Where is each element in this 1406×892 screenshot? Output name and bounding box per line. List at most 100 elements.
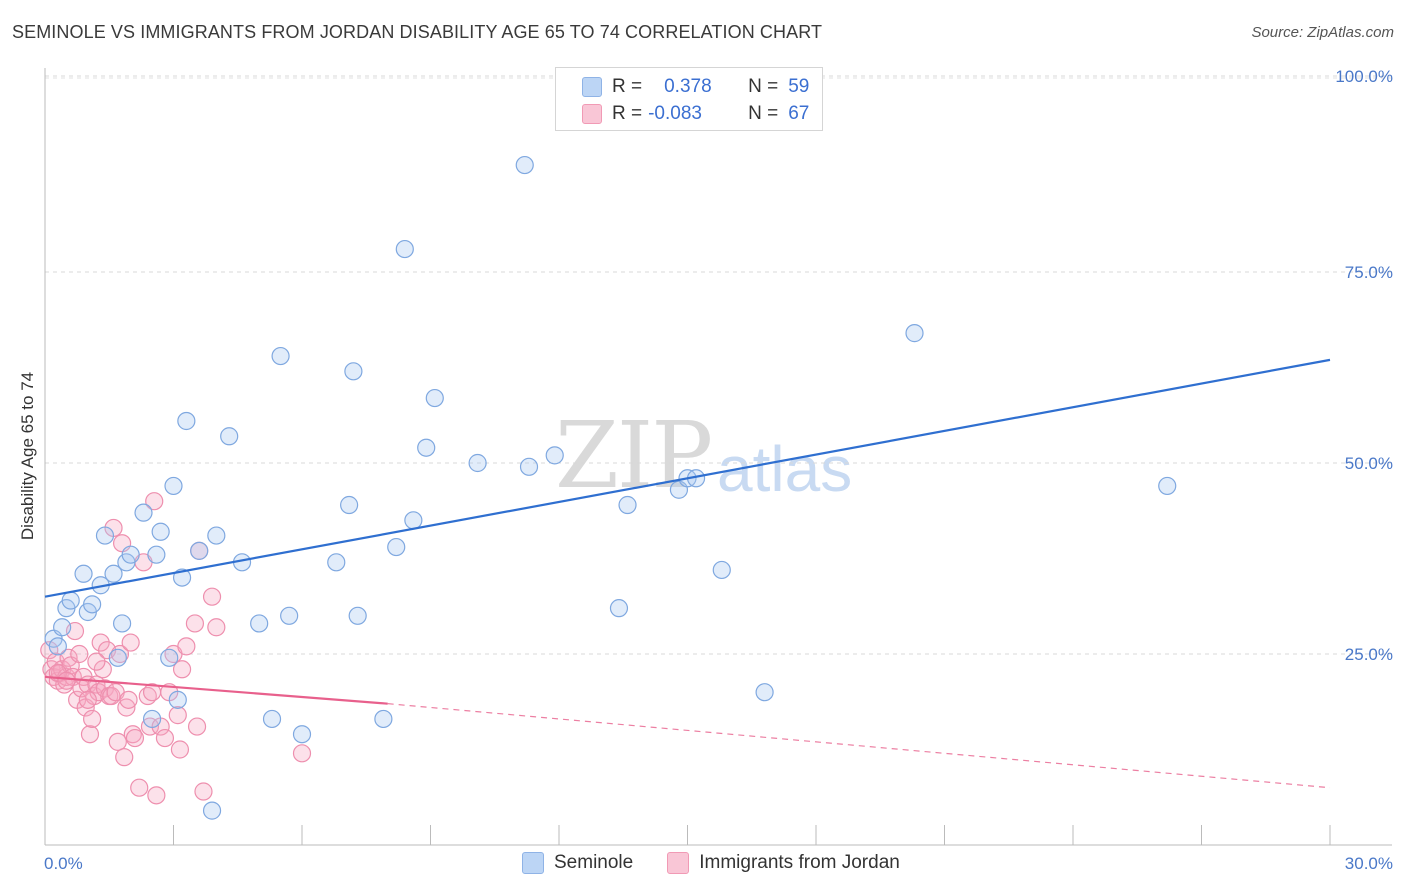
data-point-seminole xyxy=(177,411,196,431)
legend-n-label-seminole: N = xyxy=(748,76,779,97)
axes xyxy=(44,68,1392,846)
legend-row-seminole: R = 0.378 N = 59 xyxy=(582,76,809,98)
data-point-seminole xyxy=(202,801,222,820)
data-point-seminole xyxy=(147,545,166,564)
data-point-seminole xyxy=(340,495,359,515)
data-point-seminole xyxy=(387,537,406,557)
legend-r-value-seminole: 0.378 xyxy=(664,76,712,97)
data-point-seminole xyxy=(280,606,299,625)
data-point-seminole xyxy=(1158,476,1177,496)
axis-labels: 25.0% 50.0% 75.0% 100.0% 0.0% 30.0% Disability… xyxy=(18,67,1393,873)
bottom-legend: Seminole Immigrants from Jordan xyxy=(522,852,934,874)
bottom-legend-swatch-seminole xyxy=(522,852,544,874)
data-point-seminole xyxy=(112,614,132,633)
data-point-seminole xyxy=(104,564,123,583)
data-point-jordan xyxy=(207,618,226,637)
x-tick-label: 30.0% xyxy=(1345,854,1393,873)
data-point-jordan xyxy=(172,660,192,679)
data-point-jordan xyxy=(292,744,312,763)
bottom-legend-seminole: Seminole xyxy=(522,852,633,874)
data-point-seminole xyxy=(74,564,93,583)
data-point-seminole xyxy=(83,595,102,614)
bottom-legend-jordan: Immigrants from Jordan xyxy=(667,852,900,874)
legend-n-value-jordan: 67 xyxy=(788,103,810,124)
data-point-seminole xyxy=(53,618,72,637)
y-axis-title: Disability Age 65 to 74 xyxy=(18,372,37,540)
data-point-jordan xyxy=(130,778,149,797)
trend-line-jordan-extension xyxy=(387,703,1331,789)
series-jordan-points xyxy=(40,492,312,805)
bottom-legend-label-jordan: Immigrants from Jordan xyxy=(699,852,900,873)
data-point-jordan xyxy=(108,732,127,751)
data-point-jordan xyxy=(83,709,102,729)
data-point-jordan xyxy=(177,637,196,656)
legend-swatch-seminole xyxy=(582,77,602,97)
data-point-seminole xyxy=(344,362,363,381)
data-point-seminole xyxy=(262,709,282,729)
chart-title: SEMINOLE VS IMMIGRANTS FROM JORDAN DISAB… xyxy=(12,22,823,42)
data-point-jordan xyxy=(119,690,138,709)
data-point-jordan xyxy=(202,587,222,606)
data-point-seminole xyxy=(172,568,192,587)
data-point-seminole xyxy=(292,725,312,744)
trend-lines xyxy=(44,358,1331,789)
data-point-seminole xyxy=(545,446,564,465)
legend-row-jordan: R = -0.083 N = 67 xyxy=(582,103,809,125)
data-point-seminole xyxy=(515,155,534,175)
data-point-jordan xyxy=(194,782,213,801)
data-point-jordan xyxy=(80,725,100,744)
data-point-seminole xyxy=(468,453,487,473)
data-point-jordan xyxy=(115,748,134,767)
data-point-seminole xyxy=(142,709,162,729)
data-point-seminole xyxy=(168,690,187,709)
data-point-seminole xyxy=(712,560,731,580)
data-point-seminole xyxy=(374,709,393,729)
data-point-jordan xyxy=(91,633,110,652)
data-point-seminole xyxy=(108,648,127,667)
y-tick-label: 25.0% xyxy=(1345,645,1393,664)
data-point-jordan xyxy=(145,492,164,511)
y-tick-label: 75.0% xyxy=(1345,263,1393,282)
bottom-legend-swatch-jordan xyxy=(667,852,690,874)
legend: R = 0.378 N = 59 R = -0.083 N = 67 xyxy=(555,67,823,131)
legend-r-label-seminole: R = xyxy=(612,76,643,97)
bottom-legend-label-seminole: Seminole xyxy=(554,852,634,873)
data-point-seminole xyxy=(48,637,67,656)
data-point-jordan xyxy=(78,690,97,709)
data-point-seminole xyxy=(417,438,436,457)
data-point-jordan xyxy=(147,786,166,805)
data-point-seminole xyxy=(425,388,444,408)
legend-swatch-jordan xyxy=(582,104,602,124)
data-point-seminole xyxy=(190,541,209,560)
data-point-seminole xyxy=(519,457,539,476)
data-point-seminole xyxy=(220,427,239,446)
data-point-seminole xyxy=(250,614,269,633)
data-point-seminole xyxy=(609,599,629,618)
series-seminole-points xyxy=(44,155,1177,820)
data-point-jordan xyxy=(125,728,145,748)
data-point-seminole xyxy=(327,553,346,572)
data-point-jordan xyxy=(93,660,112,679)
data-point-jordan xyxy=(168,706,187,725)
data-point-jordan xyxy=(87,652,106,671)
data-point-seminole xyxy=(207,526,226,545)
legend-r-label-jordan: R = xyxy=(612,103,643,124)
x-tick-label: 0.0% xyxy=(44,854,83,873)
data-point-seminole xyxy=(121,545,140,564)
data-point-jordan xyxy=(40,641,59,660)
data-point-seminole xyxy=(95,526,115,545)
data-point-seminole xyxy=(61,591,80,610)
data-point-jordan xyxy=(170,740,190,759)
data-point-seminole xyxy=(271,346,290,366)
data-point-seminole xyxy=(905,324,924,343)
data-point-jordan xyxy=(155,728,175,748)
data-point-jordan xyxy=(121,633,140,652)
data-point-seminole xyxy=(755,683,774,702)
data-point-jordan xyxy=(57,671,76,690)
legend-n-label-jordan: N = xyxy=(748,103,779,124)
data-point-jordan xyxy=(185,614,205,633)
trend-line-jordan xyxy=(44,675,388,705)
data-point-jordan xyxy=(187,717,207,736)
data-point-jordan xyxy=(70,644,89,664)
